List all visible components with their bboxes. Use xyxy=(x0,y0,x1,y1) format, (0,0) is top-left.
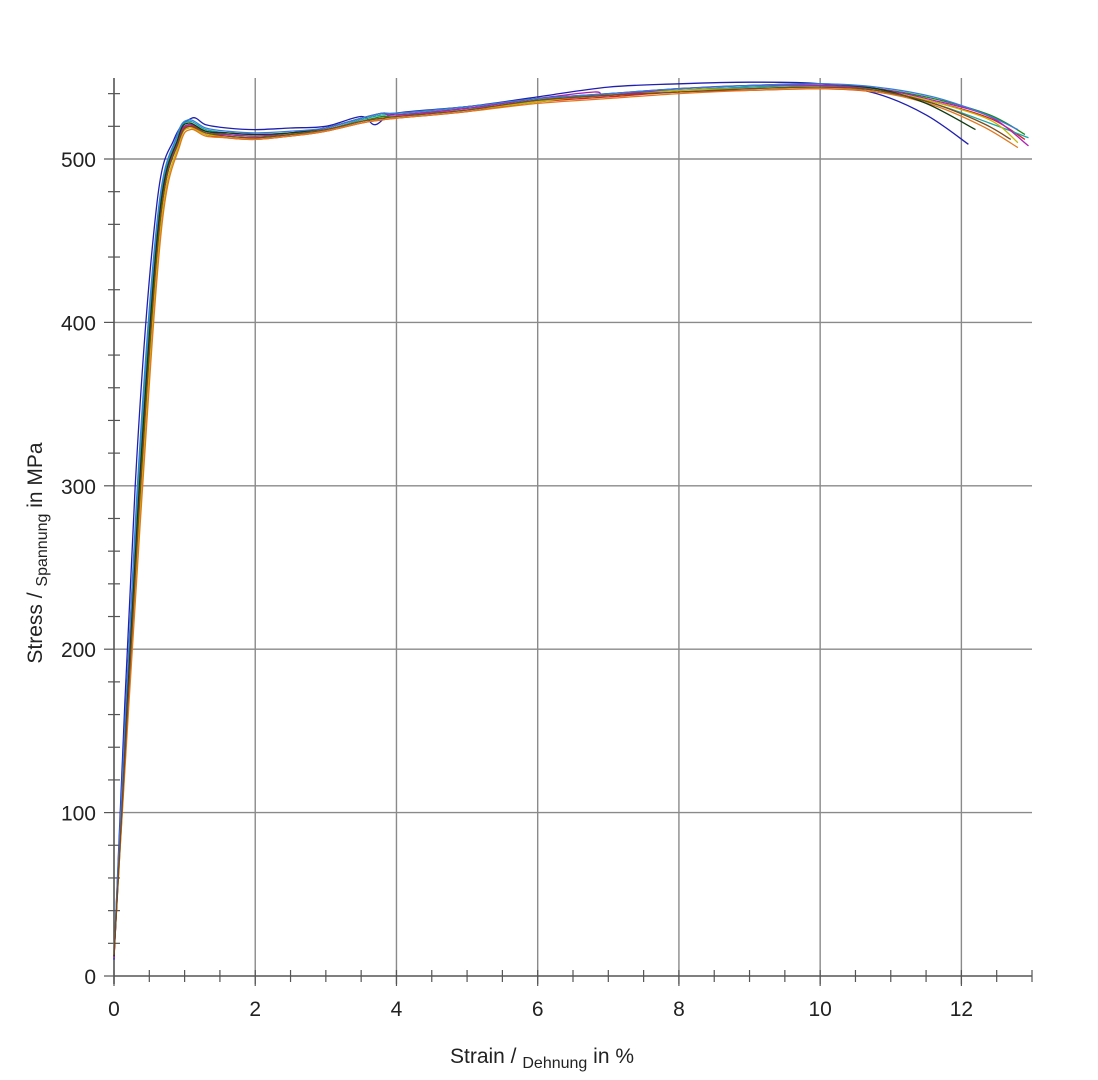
y-axis-title-unit: in MPa xyxy=(24,442,47,508)
y-axis-title-main: Stress / xyxy=(24,592,47,663)
x-tick-label: 2 xyxy=(249,998,261,1021)
x-tick-label: 10 xyxy=(808,998,831,1021)
x-axis-title-sub: Dehnung xyxy=(522,1055,587,1072)
x-tick-label: 4 xyxy=(391,998,403,1021)
series-line-10 xyxy=(113,86,1012,955)
minor-ticks xyxy=(104,93,1033,986)
series-line-6 xyxy=(113,84,1029,959)
series-line-7 xyxy=(113,88,1019,950)
y-axis-title: Stress / Spannung in MPa xyxy=(24,442,52,664)
series-line-4 xyxy=(113,84,1029,954)
x-axis-title-unit: in % xyxy=(593,1045,634,1068)
series-line-1 xyxy=(113,81,969,960)
x-tick-labels: 0 2 4 6 8 10 12 xyxy=(108,998,973,1021)
series-line-8 xyxy=(113,83,976,957)
series-line-2 xyxy=(113,88,1026,957)
y-tick-label: 400 xyxy=(61,312,96,335)
axes xyxy=(113,78,1032,984)
series-line-3 xyxy=(113,84,1026,952)
x-tick-label: 0 xyxy=(108,998,120,1021)
series-line-5 xyxy=(113,86,1019,955)
x-tick-label: 6 xyxy=(532,998,544,1021)
series-line-9 xyxy=(113,83,1019,954)
y-tick-label: 100 xyxy=(61,803,96,826)
x-tick-label: 8 xyxy=(673,998,685,1021)
y-tick-label: 200 xyxy=(61,639,96,662)
y-tick-label: 0 xyxy=(84,966,96,989)
y-tick-labels: 0 100 200 300 400 500 xyxy=(61,149,96,989)
grid-lines xyxy=(114,78,1032,984)
x-tick-label: 12 xyxy=(950,998,973,1021)
y-tick-label: 500 xyxy=(61,149,96,172)
y-tick-label: 300 xyxy=(61,476,96,499)
y-axis-title-sub: Spannung xyxy=(34,514,51,587)
x-axis-title: Strain / Dehnung in % xyxy=(450,1045,634,1073)
series-lines xyxy=(113,81,1029,960)
x-axis-title-main: Strain / xyxy=(450,1045,517,1068)
